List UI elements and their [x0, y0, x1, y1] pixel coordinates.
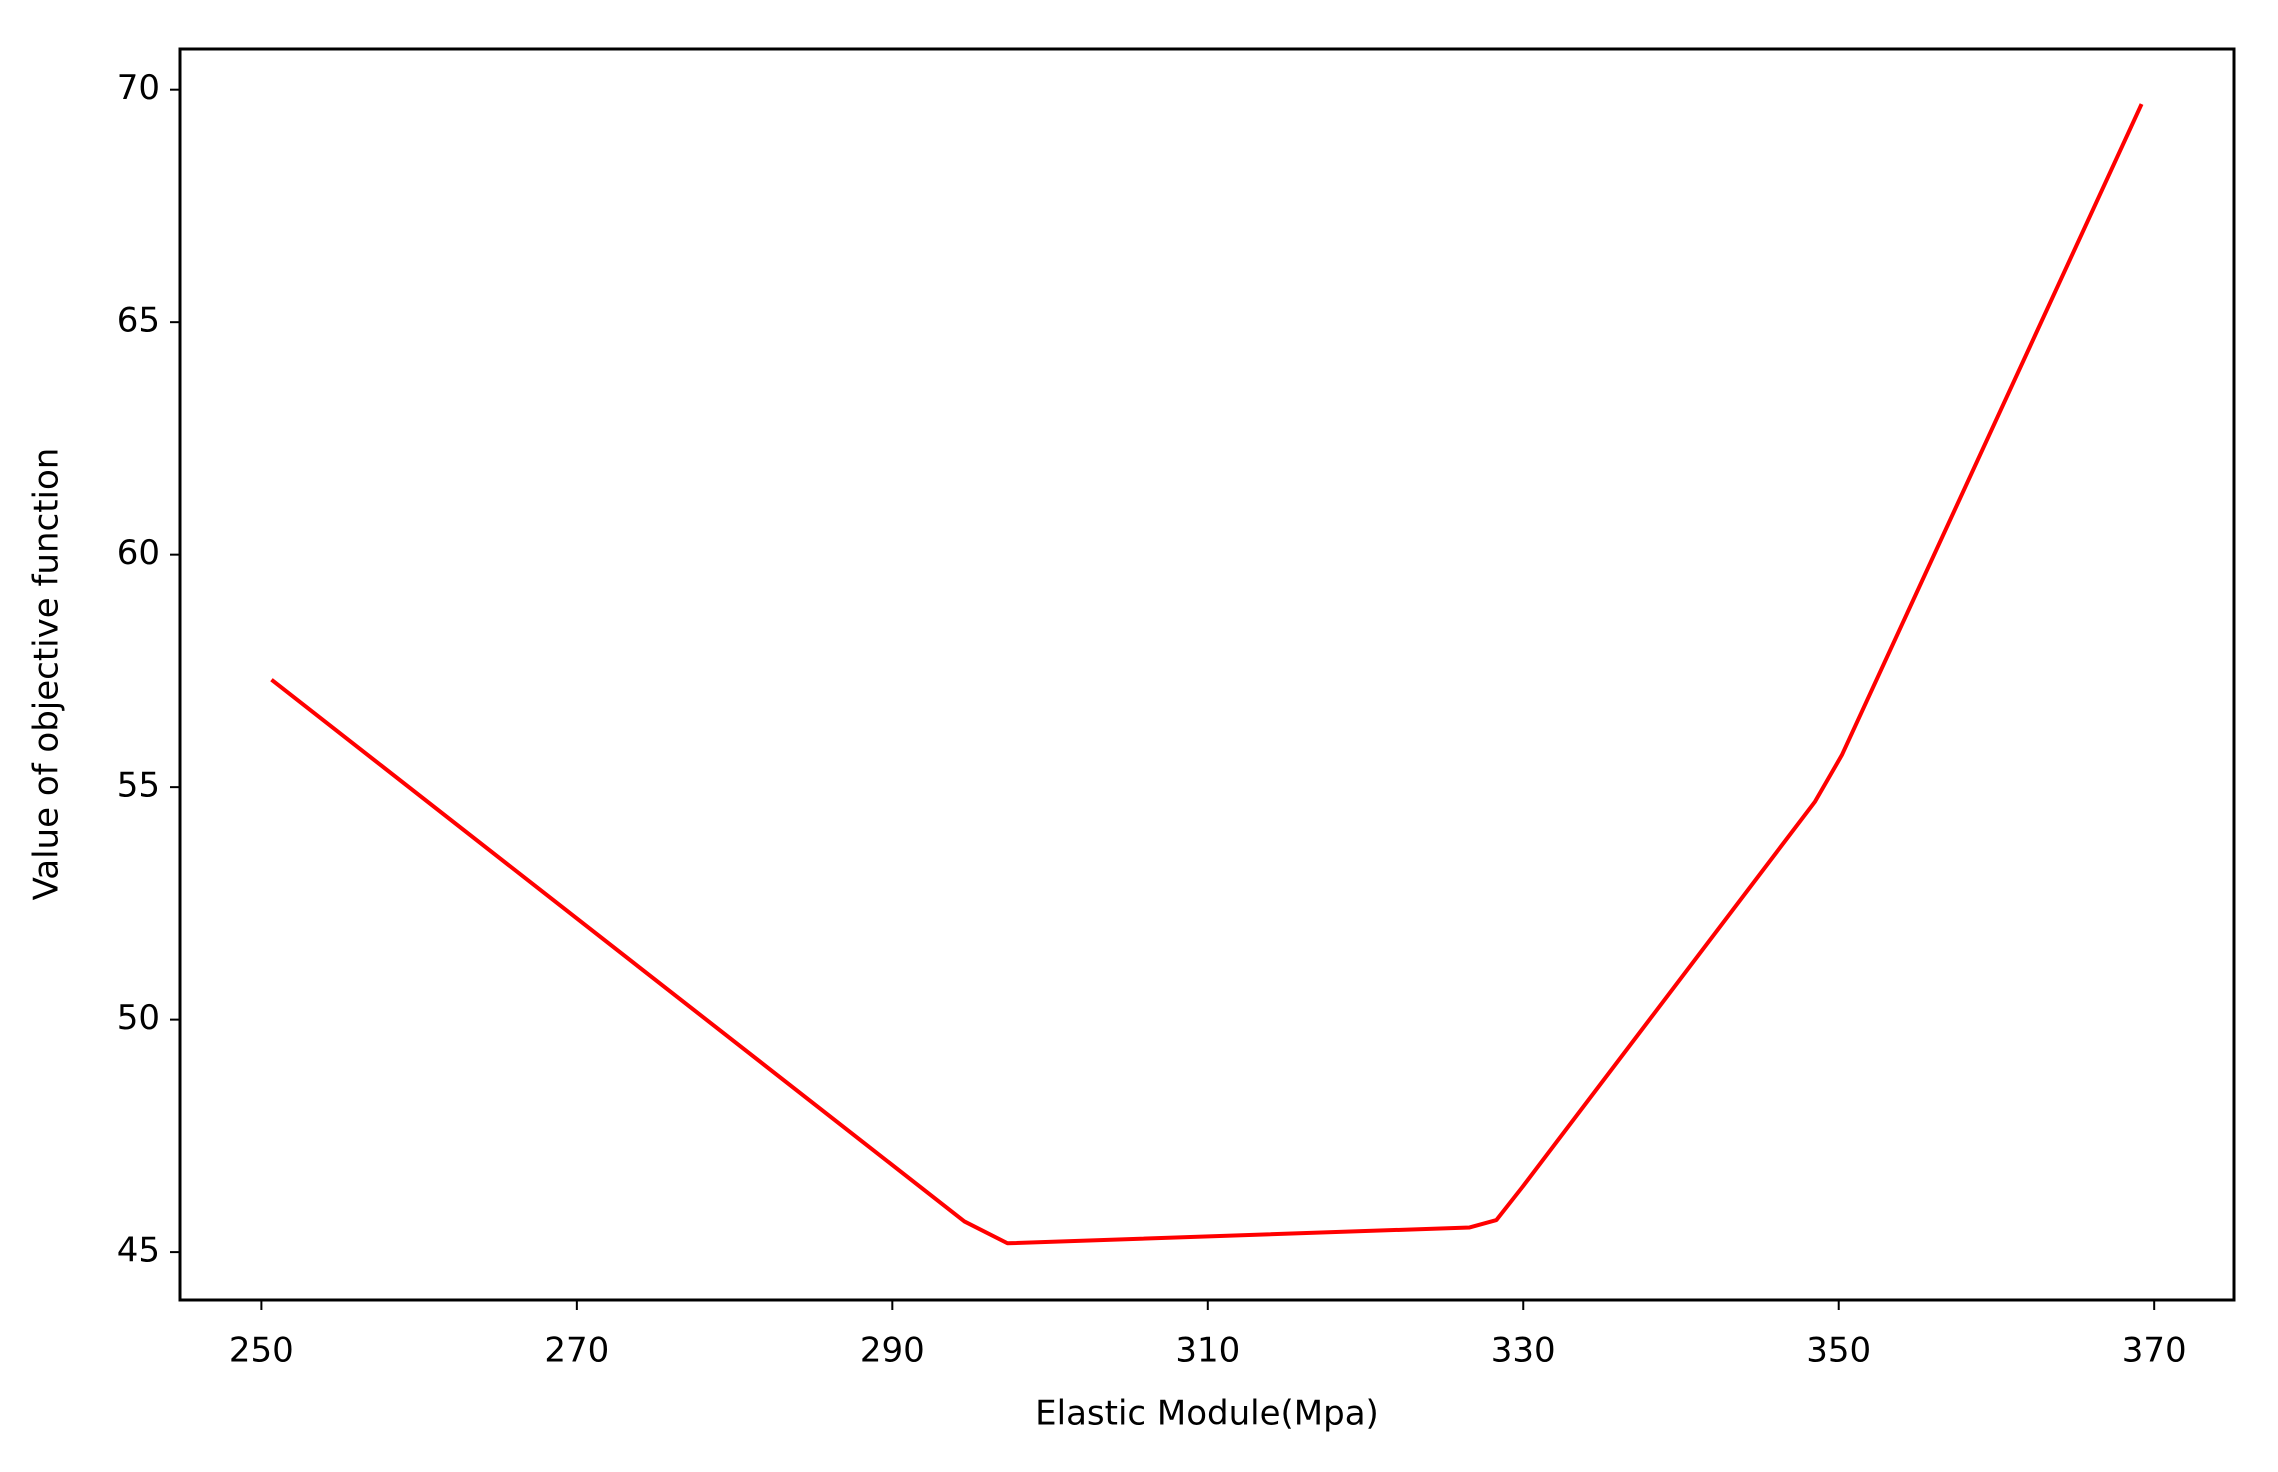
- x-tick-label: 250: [229, 1331, 294, 1371]
- x-tick-label: 370: [2122, 1331, 2187, 1371]
- x-tick-label: 290: [860, 1331, 925, 1371]
- y-tick-label: 45: [117, 1231, 160, 1271]
- x-tick-label: 270: [544, 1331, 609, 1371]
- y-axis-label: Value of objective function: [27, 448, 67, 901]
- y-tick-label: 50: [117, 998, 160, 1038]
- y-tick-label: 55: [117, 766, 160, 806]
- x-tick-label: 330: [1491, 1331, 1556, 1371]
- y-tick-label: 60: [117, 533, 160, 573]
- plot-frame: [178, 47, 2236, 1302]
- x-axis-label: Elastic Module(Mpa): [1035, 1394, 1379, 1434]
- y-tick-label: 70: [117, 68, 160, 108]
- data-line: [270, 103, 2144, 1246]
- y-tick-label: 65: [117, 301, 160, 341]
- x-tick-label: 350: [1806, 1331, 1871, 1371]
- x-tick-label: 310: [1175, 1331, 1240, 1371]
